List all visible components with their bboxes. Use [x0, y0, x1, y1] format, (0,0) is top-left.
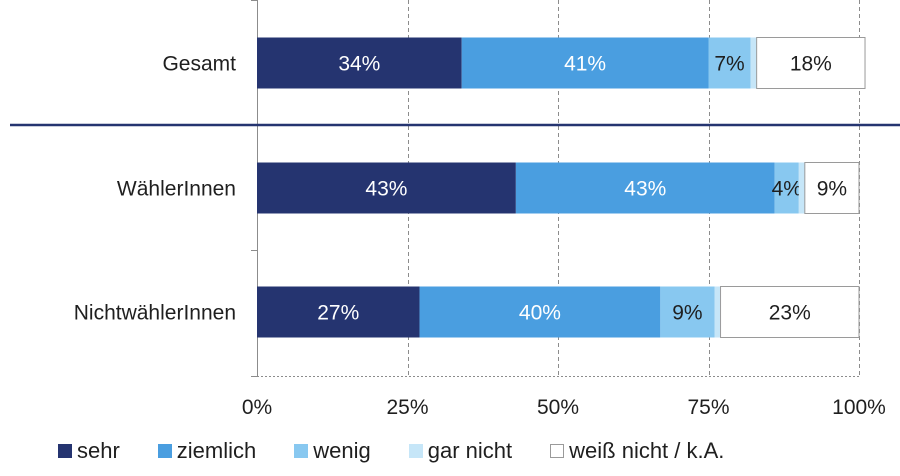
legend-swatch-wenig: [294, 444, 309, 458]
category-labels: Gesamt WählerInnen NichtwählerInnen: [74, 53, 236, 325]
bar-weiss-nicht-k-a-waehlerinnen: [804, 162, 860, 214]
data-label-weiss-nicht-k-a-waehlerinnen: 9%: [817, 178, 847, 201]
bar-wenig-gesamt: [708, 37, 751, 89]
data-label-sehr-nichtwaehlerinnen: 27%: [317, 302, 359, 325]
legend-item-ziemlich: ziemlich: [157, 438, 257, 464]
bar-ziemlich-gesamt: [461, 37, 709, 89]
x-tick-label: 75%: [687, 396, 729, 419]
data-label-weiss-nicht-k-a-gesamt: 18%: [790, 53, 832, 76]
category-label-waehlerinnen: WählerInnen: [117, 178, 236, 201]
data-label-sehr-waehlerinnen: 43%: [365, 178, 407, 201]
data-label-ziemlich-waehlerinnen: 43%: [624, 178, 666, 201]
chart: 34% 41% 7% 18% 43% 43% 4% 9% 27% 40% 9% 23% Gesamt W…: [10, 0, 900, 419]
legend-item-gar-nicht: gar nicht: [408, 438, 513, 464]
data-label-weiss-nicht-k-a-nichtwaehlerinnen: 23%: [769, 302, 811, 325]
legend-label-weiss-nicht: weiß nicht / k.A.: [569, 438, 725, 463]
bar-gar-nicht-gesamt: [750, 37, 757, 89]
legend-swatch-gar-nicht: [408, 444, 423, 458]
data-label-wenig-gesamt: 7%: [714, 53, 744, 76]
bar-weiss-nicht-k-a-gesamt: [756, 37, 866, 89]
bar-weiss-nicht-k-a-nichtwaehlerinnen: [720, 286, 860, 338]
legend-label-gar-nicht: gar nicht: [427, 438, 513, 463]
legend-item-sehr: sehr: [58, 438, 120, 464]
x-tick-label: 50%: [537, 396, 579, 419]
data-label-wenig-waehlerinnen: 4%: [772, 178, 802, 201]
data-label-wenig-nichtwaehlerinnen: 9%: [672, 302, 702, 325]
data-label-ziemlich-nichtwaehlerinnen: 40%: [519, 302, 561, 325]
bar-wenig-nichtwaehlerinnen: [660, 286, 715, 338]
bar-wenig-waehlerinnen: [774, 162, 799, 214]
legend-swatch-sehr: [58, 444, 72, 458]
x-tick-label: 25%: [386, 396, 428, 419]
legend: sehr ziemlich wenig gar nicht weiß nicht…: [58, 438, 724, 464]
bar-sehr-gesamt: [257, 37, 462, 89]
legend-item-wenig: wenig: [294, 438, 371, 464]
bars: 34% 41% 7% 18% 43% 43% 4% 9% 27% 40% 9% 23%: [257, 37, 866, 338]
x-tick-label: 100%: [832, 396, 886, 419]
x-tick-label: 0%: [242, 396, 272, 419]
legend-item-weiss-nicht: weiß nicht / k.A.: [550, 438, 724, 464]
bar-gar-nicht-nichtwaehlerinnen: [714, 286, 721, 338]
bar-sehr-nichtwaehlerinnen: [257, 286, 420, 338]
data-label-ziemlich-gesamt: 41%: [564, 53, 606, 76]
bar-ziemlich-nichtwaehlerinnen: [419, 286, 661, 338]
legend-label-ziemlich: ziemlich: [176, 438, 257, 463]
x-tick-labels: 0% 25% 50% 75% 100%: [242, 396, 886, 419]
legend-label-sehr: sehr: [77, 438, 120, 463]
data-label-sehr-gesamt: 34%: [338, 53, 380, 76]
legend-label-wenig: wenig: [313, 438, 371, 463]
legend-swatch-weiss-nicht: [550, 444, 565, 458]
legend-swatch-ziemlich: [157, 444, 172, 458]
category-label-nichtwaehlerinnen: NichtwählerInnen: [74, 302, 236, 325]
category-label-gesamt: Gesamt: [162, 53, 236, 76]
bar-sehr-waehlerinnen: [257, 162, 516, 214]
bar-gar-nicht-waehlerinnen: [798, 162, 805, 214]
bar-ziemlich-waehlerinnen: [515, 162, 775, 214]
